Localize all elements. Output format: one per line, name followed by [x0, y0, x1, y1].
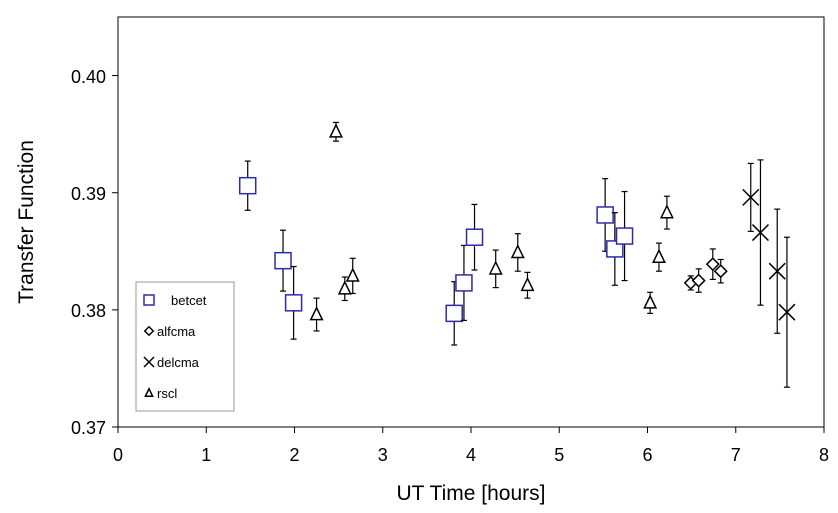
series-delcma: [742, 159, 796, 388]
x-tick-label: 7: [731, 445, 741, 465]
data-point: [713, 264, 728, 279]
data-point: [488, 260, 503, 275]
data-point: [643, 294, 658, 309]
data-point: [445, 304, 463, 323]
legend-label-betcet: betcet: [171, 293, 207, 308]
y-tick-label: 0.37: [71, 418, 106, 438]
data-point: [337, 280, 352, 295]
y-axis-title: Transfer Function: [15, 140, 38, 304]
legend-label-rscl: rscl: [157, 386, 177, 401]
data-point: [238, 176, 257, 195]
data-point: [778, 303, 796, 321]
data-point: [751, 224, 769, 242]
data-point: [768, 262, 786, 280]
data-point: [345, 267, 360, 282]
y-tick-label: 0.39: [71, 184, 106, 204]
x-axis-ticks: [117, 427, 825, 433]
x-tick-label: 6: [642, 445, 652, 465]
legend: betcet alfcma delcma rscl: [135, 281, 235, 412]
data-point: [596, 206, 614, 224]
series-alfcma: [683, 248, 728, 293]
data-point: [615, 227, 634, 245]
y-axis-ticks: [112, 75, 118, 428]
x-axis-title: UT Time [hours]: [397, 482, 546, 505]
data-point: [742, 188, 760, 206]
x-tick-label: 3: [378, 445, 388, 465]
legend-symbol-rscl: [144, 387, 154, 397]
plot-area: [117, 16, 825, 428]
data-point: [274, 251, 292, 270]
data-point: [465, 228, 484, 246]
x-tick-label: 5: [554, 445, 564, 465]
x-tick-label: 4: [466, 445, 476, 465]
series-rscl: [309, 121, 674, 332]
legend-symbol-alfcma: [143, 325, 155, 337]
legend-label-delcma: delcma: [157, 355, 200, 370]
data-point: [705, 257, 720, 272]
y-tick-label: 0.38: [71, 301, 106, 321]
data-marks: [238, 121, 796, 388]
data-point: [520, 276, 535, 292]
data-point: [455, 274, 473, 292]
y-tick-label: 0.40: [71, 67, 106, 87]
data-point: [510, 243, 525, 259]
data-point: [651, 248, 666, 263]
data-point: [284, 294, 303, 312]
series-betcet: [238, 160, 634, 346]
x-tick-label: 8: [819, 445, 829, 465]
data-point: [309, 306, 324, 321]
x-tick-label: 2: [289, 445, 299, 465]
data-point: [606, 240, 624, 258]
x-tick-label: 1: [201, 445, 211, 465]
x-tick-label: 0: [113, 445, 123, 465]
legend-label-alfcma: alfcma: [157, 324, 196, 339]
legend-symbol-betcet: [143, 294, 155, 306]
data-point: [691, 273, 706, 288]
data-point: [328, 123, 343, 138]
legend-symbols: [143, 294, 155, 397]
data-point: [659, 204, 674, 219]
legend-symbol-delcma: [143, 356, 155, 368]
